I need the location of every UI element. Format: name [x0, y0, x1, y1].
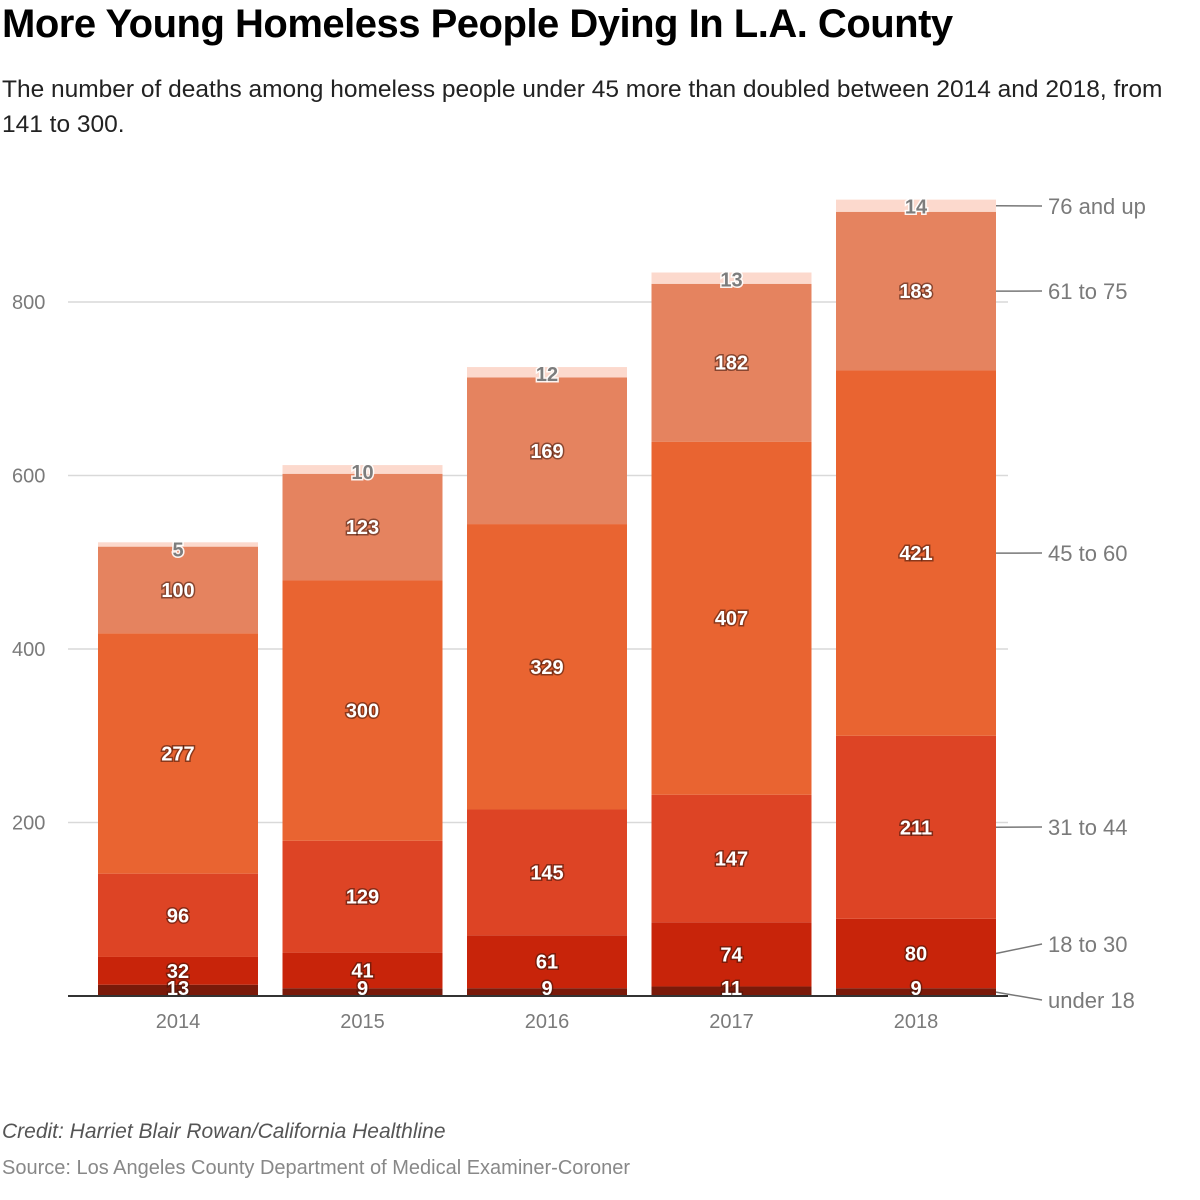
legend-label: 18 to 30	[1048, 932, 1128, 957]
legend-leader-line	[995, 943, 1043, 955]
bars	[98, 199, 996, 996]
bar-segment	[836, 370, 996, 736]
data-label: 300	[346, 701, 379, 723]
bar-segment	[467, 524, 627, 810]
data-label: 80	[905, 943, 927, 965]
y-tick-label: 200	[12, 813, 45, 835]
x-tick-label: 2015	[340, 1011, 385, 1033]
bar-segment	[836, 211, 996, 371]
value-labels: 1332962771005941129300123109611453291691…	[160, 195, 934, 1001]
bar-segment	[98, 873, 258, 957]
credit-text: Credit: Harriet Blair Rowan/California H…	[2, 1120, 446, 1143]
data-label: 96	[167, 905, 189, 927]
bar-segment	[282, 840, 443, 953]
data-label: 183	[899, 281, 932, 303]
data-label: 129	[346, 887, 379, 909]
y-tick-label: 800	[12, 292, 45, 314]
bar-segment	[282, 465, 443, 474]
legend-label: 76 and up	[1048, 194, 1146, 219]
data-label: 211	[900, 817, 932, 839]
legend-label: 45 to 60	[1048, 541, 1128, 566]
data-label: 100	[161, 580, 194, 602]
data-label: 407	[715, 608, 748, 630]
chart-title: More Young Homeless People Dying In L.A.…	[2, 2, 953, 46]
axes: 200 400 600 800 2014 2015 2016 2017 2018	[12, 292, 1008, 1033]
legend-label: 61 to 75	[1048, 279, 1128, 304]
x-tick-label: 2018	[894, 1011, 939, 1033]
bar-segment	[282, 473, 443, 581]
data-label: 5	[172, 539, 183, 561]
data-label: 169	[530, 441, 563, 463]
source-text: Source: Los Angeles County Department of…	[2, 1157, 631, 1179]
data-label: 421	[899, 543, 932, 565]
bar-segment	[467, 935, 627, 989]
data-label: 277	[161, 744, 194, 766]
bar-segment	[836, 918, 996, 989]
legend-label: 31 to 44	[1048, 815, 1128, 840]
data-label: 32	[167, 961, 189, 983]
x-tick-label: 2016	[525, 1011, 570, 1033]
legend-label: under 18	[1048, 988, 1135, 1013]
bar-segment	[651, 441, 812, 795]
chart-subtitle: The number of deaths among homeless peop…	[2, 76, 1163, 138]
data-label: 13	[720, 270, 742, 292]
bar-segment	[282, 952, 443, 989]
legend: under 18 18 to 30 31 to 44 45 to 60 61 to 75…	[995, 194, 1146, 1013]
bar-segment	[98, 956, 258, 985]
x-tick-label: 2017	[709, 1011, 754, 1033]
bar-segment	[836, 988, 996, 996]
data-label: 13	[167, 978, 189, 1000]
data-label: 11	[721, 978, 742, 1000]
bar-segment	[467, 809, 627, 936]
bar-segment	[282, 580, 443, 841]
bar-segment	[98, 546, 258, 634]
bar-segment	[836, 735, 996, 919]
bar-segment	[98, 984, 258, 996]
data-label: 147	[715, 849, 748, 871]
bar-segment	[467, 377, 627, 525]
legend-leader-line	[995, 991, 1043, 1001]
x-tick-label: 2014	[156, 1011, 201, 1033]
bar-segment	[651, 794, 812, 923]
bar-segment	[651, 283, 812, 442]
bar-segment	[98, 633, 258, 874]
bar-segment	[651, 272, 812, 284]
bar-segment	[467, 988, 627, 996]
data-label: 12	[536, 364, 558, 386]
data-label: 182	[715, 353, 748, 375]
y-tick-label: 600	[12, 466, 45, 488]
bar-segment	[836, 199, 996, 212]
data-label: 61	[536, 952, 558, 974]
bar-segment	[282, 988, 443, 996]
data-label: 145	[530, 862, 563, 884]
data-label: 10	[351, 462, 373, 484]
data-label: 329	[530, 657, 563, 679]
bar-segment	[651, 986, 812, 996]
bar-segment	[651, 922, 812, 987]
data-label: 123	[346, 517, 379, 539]
y-tick-label: 400	[12, 639, 45, 661]
data-label: 74	[720, 944, 743, 966]
stacked-bar-chart: 1332962771005941129300123109611453291691…	[12, 194, 1146, 1033]
bar-segment	[467, 367, 627, 378]
bar-segment	[98, 542, 258, 547]
data-label: 14	[905, 197, 928, 219]
data-label: 41	[351, 960, 373, 982]
